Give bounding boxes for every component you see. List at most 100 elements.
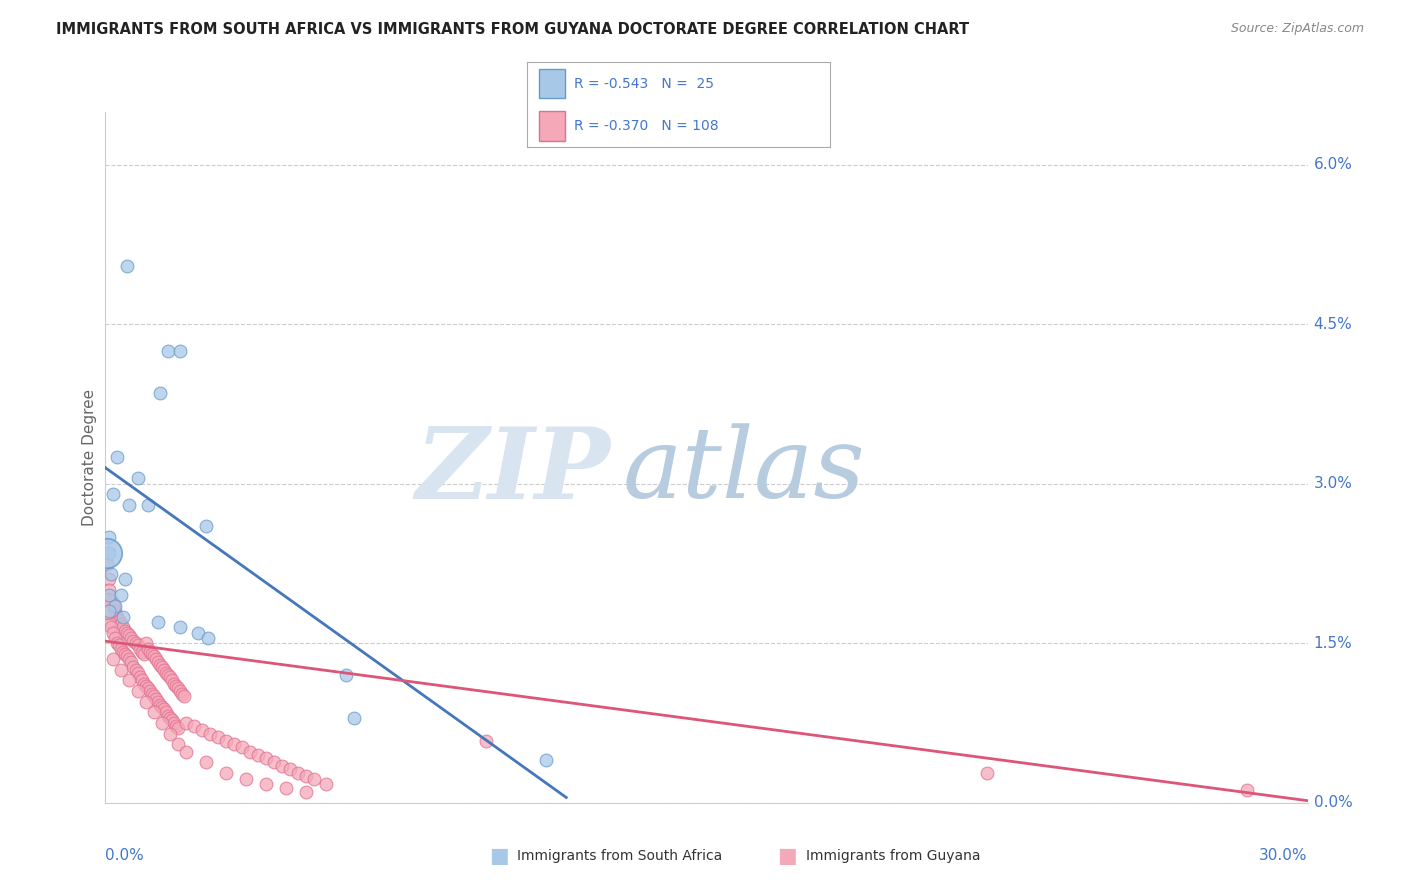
Point — [112, 645, 135, 659]
Point — [98, 615, 121, 629]
Point — [142, 690, 165, 704]
Point — [136, 681, 159, 695]
Point — [107, 636, 129, 650]
Text: 0.0%: 0.0% — [105, 847, 145, 863]
Text: ■: ■ — [778, 847, 797, 866]
Text: 6.0%: 6.0% — [1313, 157, 1353, 172]
Point — [98, 546, 121, 560]
Point — [150, 716, 173, 731]
Y-axis label: Doctorate Degree: Doctorate Degree — [82, 389, 97, 525]
Point — [165, 679, 187, 693]
Point — [174, 745, 197, 759]
Point — [122, 634, 145, 648]
Point — [131, 673, 153, 688]
Point — [169, 343, 191, 358]
Point — [335, 668, 357, 682]
Point — [135, 679, 157, 693]
Point — [148, 386, 170, 401]
Point — [132, 647, 155, 661]
Point — [160, 713, 183, 727]
Point — [100, 620, 122, 634]
Point — [118, 652, 141, 666]
Point — [295, 769, 318, 783]
Point — [315, 777, 337, 791]
Point — [170, 687, 193, 701]
Point — [124, 636, 146, 650]
Point — [214, 734, 236, 748]
Point — [100, 593, 122, 607]
Point — [141, 647, 163, 661]
Point — [165, 719, 187, 733]
Point — [127, 639, 149, 653]
Point — [110, 663, 132, 677]
Point — [194, 519, 217, 533]
Point — [121, 656, 143, 670]
Text: 30.0%: 30.0% — [1260, 847, 1308, 863]
Point — [159, 726, 181, 740]
Point — [148, 698, 170, 712]
Point — [118, 673, 141, 688]
Point — [343, 711, 366, 725]
Point — [114, 647, 136, 661]
Point — [254, 751, 277, 765]
Point — [142, 706, 165, 720]
Point — [103, 652, 125, 666]
Point — [174, 716, 197, 731]
Point — [169, 620, 191, 634]
Text: 0.0%: 0.0% — [1313, 796, 1353, 810]
Point — [159, 670, 181, 684]
Point — [98, 589, 121, 603]
Point — [475, 734, 498, 748]
Text: IMMIGRANTS FROM SOUTH AFRICA VS IMMIGRANTS FROM GUYANA DOCTORATE DEGREE CORRELAT: IMMIGRANTS FROM SOUTH AFRICA VS IMMIGRAN… — [56, 22, 969, 37]
Point — [160, 673, 183, 688]
Point — [110, 641, 132, 656]
Point — [110, 589, 132, 603]
Point — [187, 625, 209, 640]
Point — [150, 700, 173, 714]
Point — [96, 557, 118, 571]
Point — [166, 737, 188, 751]
Point — [156, 668, 179, 682]
Point — [118, 628, 141, 642]
Point — [114, 624, 136, 638]
Point — [287, 766, 309, 780]
Point — [145, 652, 167, 666]
Point — [138, 684, 160, 698]
Point — [136, 498, 159, 512]
Point — [110, 617, 132, 632]
Point — [166, 681, 188, 695]
Point — [162, 716, 184, 731]
Point — [98, 604, 121, 618]
Point — [214, 766, 236, 780]
Point — [98, 530, 121, 544]
Point — [127, 684, 149, 698]
Point — [136, 641, 159, 656]
Point — [127, 666, 149, 681]
Point — [254, 777, 277, 791]
Point — [534, 753, 557, 767]
Point — [117, 648, 139, 663]
Point — [107, 609, 129, 624]
Point — [114, 573, 136, 587]
Text: atlas: atlas — [623, 424, 865, 518]
Point — [278, 762, 301, 776]
Point — [104, 631, 127, 645]
Point — [135, 695, 157, 709]
Point — [197, 631, 219, 645]
Text: Source: ZipAtlas.com: Source: ZipAtlas.com — [1230, 22, 1364, 36]
Point — [235, 772, 257, 787]
Point — [146, 615, 169, 629]
Point — [207, 730, 229, 744]
Point — [190, 723, 212, 738]
Point — [239, 745, 262, 759]
Point — [121, 631, 143, 645]
Text: 1.5%: 1.5% — [1313, 636, 1353, 651]
Text: 4.5%: 4.5% — [1313, 317, 1353, 332]
Point — [159, 711, 181, 725]
Point — [156, 708, 179, 723]
Bar — [540, 112, 565, 141]
Point — [169, 684, 191, 698]
Point — [142, 648, 165, 663]
Point — [152, 663, 174, 677]
Text: R = -0.370   N = 108: R = -0.370 N = 108 — [574, 119, 718, 133]
